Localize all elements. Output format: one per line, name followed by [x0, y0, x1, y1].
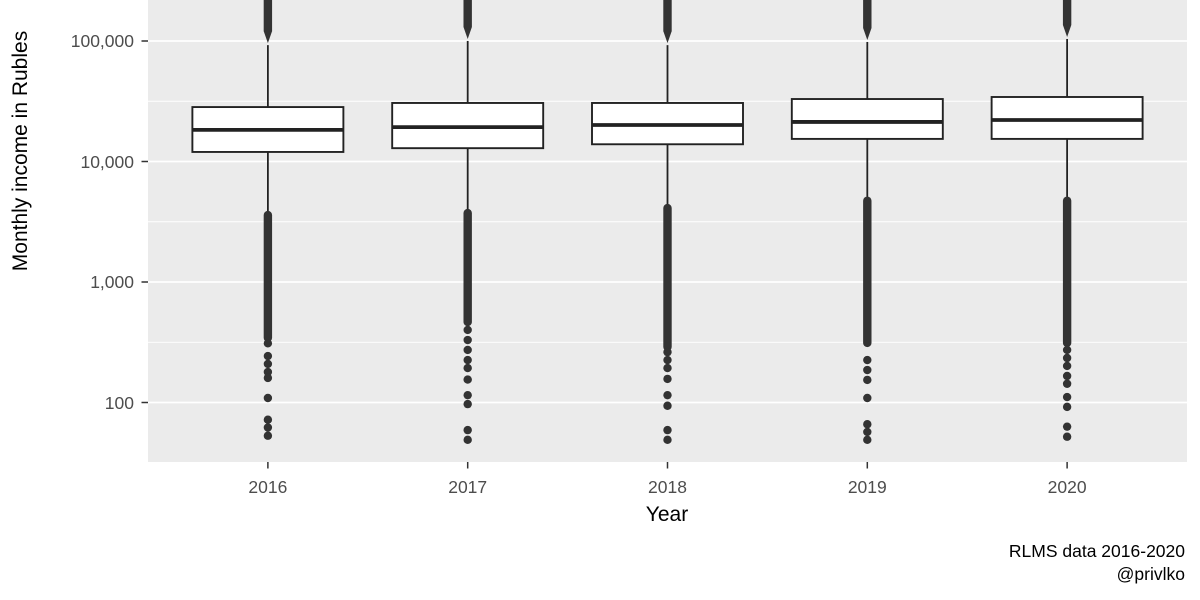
outliers-high-dense	[463, 0, 472, 39]
outlier-point	[1062, 345, 1072, 355]
outlier-point	[663, 425, 672, 435]
outliers-high-dense	[263, 0, 273, 44]
caption-line-2: @privlko	[1116, 564, 1185, 584]
y-axis-title: Monthly income in Rubles	[9, 30, 32, 272]
outlier-point	[863, 435, 872, 445]
outlier-point	[1062, 422, 1072, 431]
y-tick-label: 100,000	[70, 31, 134, 51]
outlier-point	[463, 425, 472, 435]
outlier-point	[263, 393, 273, 403]
outlier-point	[463, 335, 472, 345]
outliers-high-dense	[1062, 0, 1072, 37]
outlier-point	[1062, 379, 1072, 388]
boxplot-group-2017	[391, 0, 545, 445]
outlier-point	[263, 367, 273, 377]
outlier-point	[1062, 361, 1072, 371]
x-tick-label: 2020	[1047, 477, 1087, 497]
x-axis-title: Year	[645, 503, 689, 526]
outlier-point	[1062, 392, 1072, 402]
outliers-high-dense	[863, 0, 872, 40]
box-iqr	[990, 96, 1144, 140]
outlier-point	[863, 427, 872, 437]
outlier-point	[663, 390, 672, 400]
outlier-point	[263, 373, 273, 383]
boxplot-group-2018	[591, 0, 744, 445]
outlier-point	[863, 393, 872, 403]
x-tick-label: 2016	[248, 477, 288, 497]
outlier-point	[463, 345, 472, 355]
x-tick-label: 2018	[648, 477, 687, 497]
boxplot-group-2016	[191, 0, 345, 440]
outlier-point	[1062, 432, 1072, 441]
outlier-point	[263, 359, 273, 369]
y-tick-label: 10,000	[80, 151, 134, 172]
boxplot-group-2019	[790, 0, 944, 445]
outlier-point	[463, 435, 472, 445]
outlier-point	[463, 399, 472, 409]
y-tick-label: 1,000	[90, 272, 134, 292]
outlier-point	[663, 355, 672, 365]
x-tick-label: 2017	[448, 477, 488, 497]
outlier-point	[463, 363, 472, 373]
outlier-point	[263, 415, 273, 424]
outlier-point	[463, 375, 472, 384]
outlier-point	[863, 375, 872, 385]
boxplot-group-2020	[990, 0, 1144, 441]
caption-line-1: RLMS data 2016-2020	[1008, 541, 1185, 561]
outlier-point	[263, 431, 273, 440]
outliers-high-dense	[663, 0, 672, 44]
outlier-point	[463, 390, 472, 400]
outlier-point	[863, 355, 872, 365]
outlier-point	[663, 374, 672, 384]
outlier-point	[663, 401, 672, 410]
outlier-point	[263, 339, 273, 348]
outlier-point	[263, 423, 273, 432]
outlier-point	[463, 355, 472, 365]
outlier-point	[1062, 371, 1072, 381]
outlier-point	[463, 325, 472, 335]
outlier-point	[663, 347, 672, 357]
outlier-point	[663, 363, 672, 373]
outlier-point	[1062, 353, 1072, 363]
chart-caption: RLMS data 2016-2020 @privlko	[1009, 540, 1185, 586]
outlier-point	[863, 420, 872, 429]
outlier-point	[263, 351, 273, 361]
outlier-point	[663, 435, 672, 445]
x-tick-label: 2019	[847, 477, 887, 497]
outlier-point	[1062, 402, 1072, 412]
box-iqr	[790, 98, 944, 140]
outlier-point	[863, 365, 872, 375]
y-tick-label: 100	[104, 392, 134, 413]
